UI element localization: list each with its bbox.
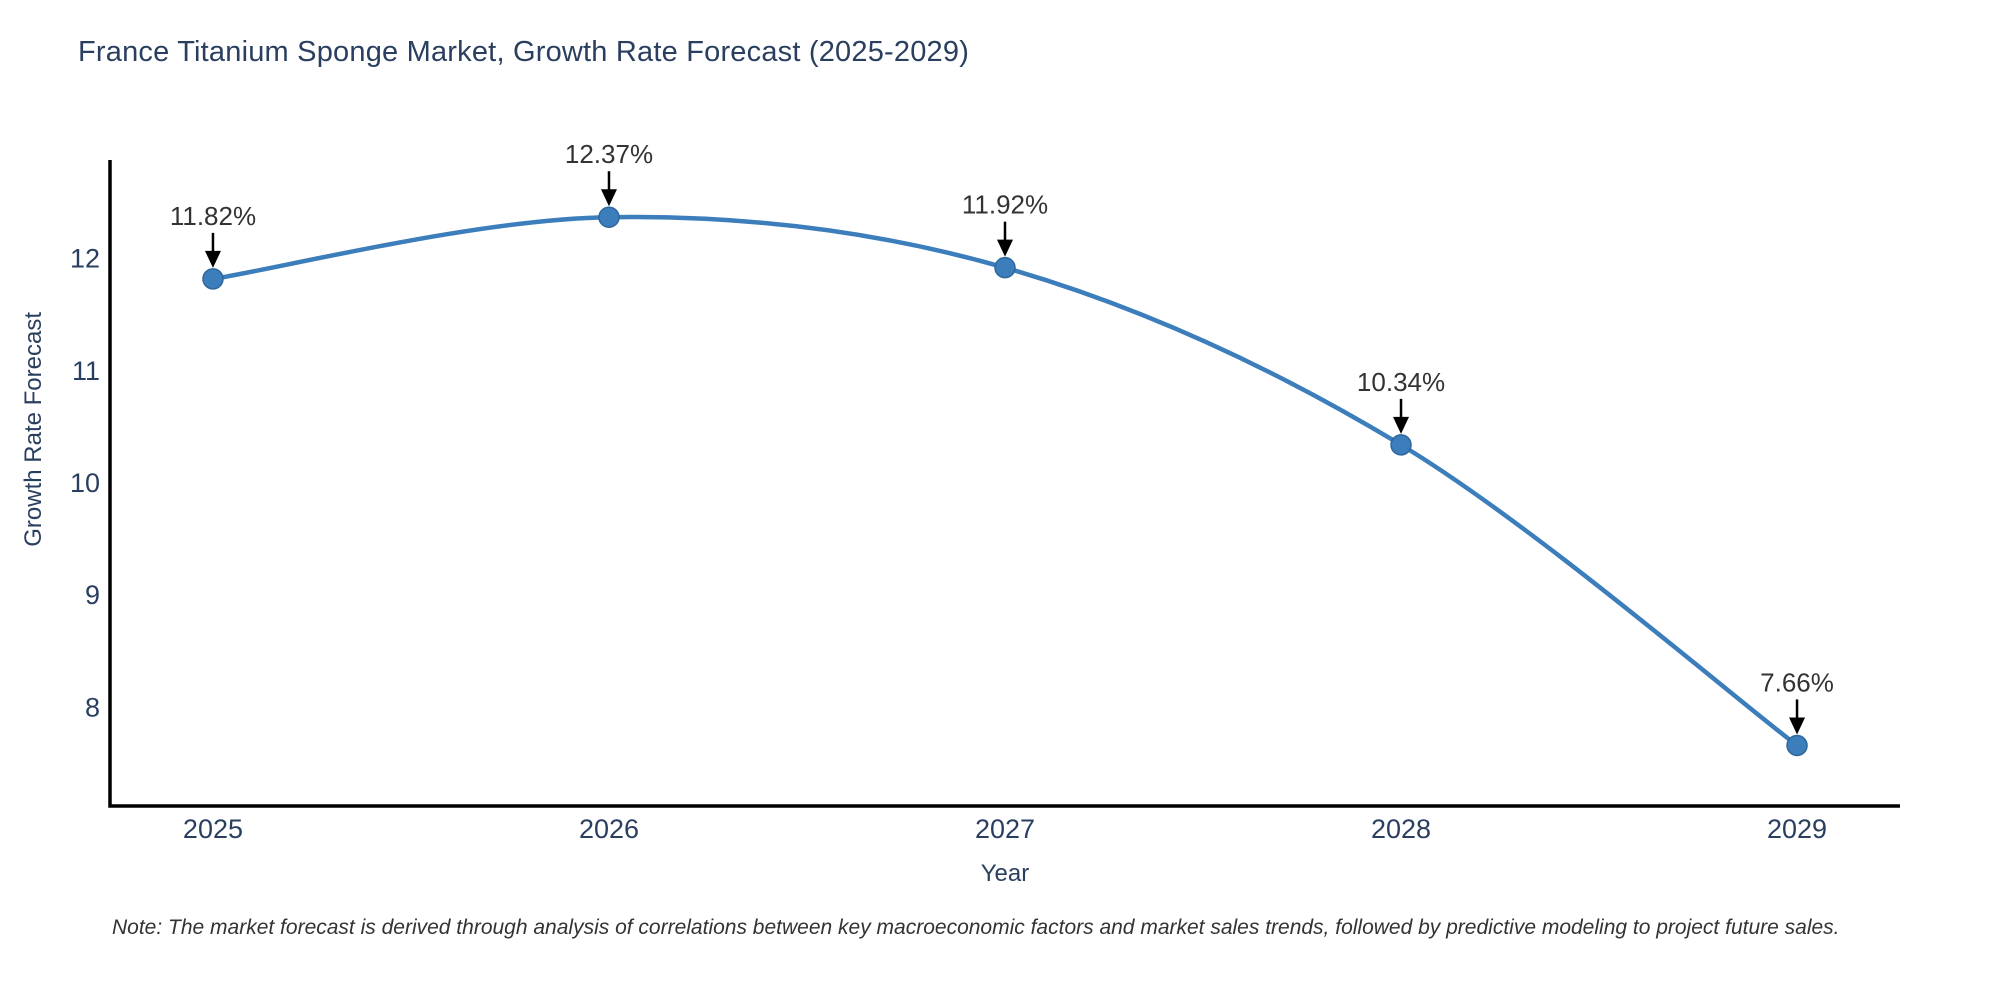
x-tick-label: 2028 xyxy=(1371,814,1431,844)
annotation-arrow-head xyxy=(600,189,617,207)
annotation-arrow-head xyxy=(997,239,1013,257)
axis-lines xyxy=(108,160,1900,808)
y-axis-title-text: Growth Rate Forecast xyxy=(20,311,47,547)
x-axis-title: Year xyxy=(980,860,1030,887)
data-point-marker xyxy=(1786,734,1808,757)
data-point-label: 10.34% xyxy=(1357,367,1445,397)
footnote: Note: The market forecast is derived thr… xyxy=(112,916,1840,939)
y-tick-label: 11 xyxy=(72,356,100,386)
data-point-marker xyxy=(598,206,620,228)
data-point-label: 12.37% xyxy=(565,139,653,169)
y-tick-label: 8 xyxy=(85,692,100,722)
x-tick-label: 2027 xyxy=(975,814,1035,844)
data-point-marker xyxy=(202,268,224,290)
data-point-label: 11.82% xyxy=(170,201,256,231)
chart-title: France Titanium Sponge Market, Growth Ra… xyxy=(78,36,970,68)
annotation-arrow-head xyxy=(1393,416,1410,434)
x-tick-label: 2025 xyxy=(183,814,243,844)
data-point-label: 7.66% xyxy=(1760,667,1834,697)
series-line xyxy=(210,214,1800,748)
y-tick-label: 10 xyxy=(70,468,100,498)
x-tick-label: 2026 xyxy=(579,814,639,844)
x-tick-label: 2029 xyxy=(1767,814,1827,844)
data-point-label: 11.92% xyxy=(962,190,1048,220)
annotation-arrow-head xyxy=(1789,717,1806,735)
y-tick-label: 9 xyxy=(85,580,100,610)
data-point-marker xyxy=(1390,434,1412,456)
annotation-arrow-head xyxy=(204,250,221,268)
data-point-marker xyxy=(994,256,1016,279)
y-axis-title: Growth Rate Forecast xyxy=(14,300,54,558)
y-tick-label: 12 xyxy=(70,244,100,274)
